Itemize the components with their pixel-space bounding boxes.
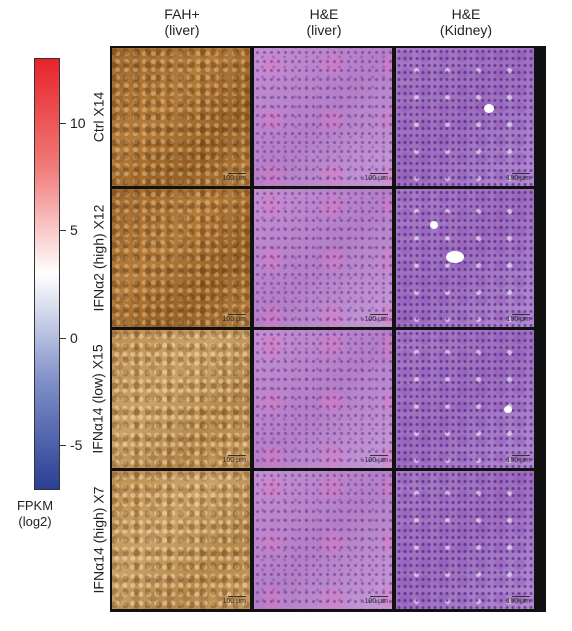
scale-bar: 100 μm bbox=[364, 316, 389, 323]
colorbar-title: FPKM (log2) bbox=[10, 498, 60, 530]
colorbar-tick-mark bbox=[60, 337, 66, 339]
scale-bar: 100 μm bbox=[506, 457, 531, 464]
scale-bar: 100 μm bbox=[364, 457, 389, 464]
col-header-line2: (Kidney) bbox=[439, 22, 493, 38]
colorbar-title-line1: FPKM bbox=[16, 498, 54, 513]
micrograph-fah-liver-ifna14-high: 100 μm bbox=[112, 471, 250, 609]
col-header-line1: H&E bbox=[309, 6, 339, 22]
vessel-lumen bbox=[446, 251, 464, 263]
colorbar-tick-label: 0 bbox=[70, 329, 78, 346]
scale-bar: 100 μm bbox=[222, 175, 247, 182]
scale-bar: 100 μm bbox=[506, 316, 531, 323]
micrograph-he-liver-ifna14-low: 100 μm bbox=[254, 330, 392, 468]
row-label-ifna14-low: IFNα14 (low) X15 bbox=[88, 329, 108, 469]
micrograph-grid: 100 μm 100 μm 100 μm 100 μm 100 μm 100 μ… bbox=[110, 46, 546, 612]
vessel-lumen bbox=[484, 104, 494, 113]
colorbar-tick-mark bbox=[60, 122, 66, 124]
micrograph-he-kidney-ifna14-high: 100 μm bbox=[396, 471, 534, 609]
micrograph-he-liver-ifna14-high: 100 μm bbox=[254, 471, 392, 609]
colorbar-tick-mark bbox=[60, 230, 66, 231]
micrograph-fah-liver-ifna14-low: 100 μm bbox=[112, 330, 250, 468]
col-header-line1: H&E bbox=[451, 6, 481, 22]
colorbar-tick-label: 5 bbox=[70, 222, 78, 238]
row-label-ifna2-high: IFNα2 (high) X12 bbox=[88, 188, 108, 328]
row-label-ctrl: Ctrl X14 bbox=[88, 47, 108, 187]
colorbar-title-line2: (log2) bbox=[18, 514, 52, 529]
scale-bar: 100 μm bbox=[222, 598, 247, 605]
col-header-he-kidney: H&E (Kidney) bbox=[396, 6, 536, 38]
scale-bar: 100 μm bbox=[364, 598, 389, 605]
scale-bar: 100 μm bbox=[364, 175, 389, 182]
vessel-lumen bbox=[430, 221, 438, 229]
scale-bar: 100 μm bbox=[222, 457, 247, 464]
row-label-ifna14-high: IFNα14 (high) X7 bbox=[88, 470, 108, 610]
row-label-text: IFNα2 (high) X12 bbox=[90, 204, 107, 312]
colorbar-tick-label: -5 bbox=[70, 437, 83, 453]
scale-bar: 100 μm bbox=[222, 316, 247, 323]
row-label-text: IFNα14 (high) X7 bbox=[90, 486, 107, 594]
col-header-fah-liver: FAH+ (liver) bbox=[112, 6, 252, 38]
row-label-text: Ctrl X14 bbox=[90, 91, 107, 143]
vessel-lumen bbox=[504, 406, 512, 413]
row-label-text: IFNα14 (low) X15 bbox=[90, 344, 106, 454]
scale-bar: 100 μm bbox=[506, 598, 531, 605]
micrograph-he-liver-ifna2-high: 100 μm bbox=[254, 189, 392, 327]
colorbar-tick-mark bbox=[60, 445, 66, 446]
micrograph-he-kidney-ctrl: 100 μm bbox=[396, 48, 534, 186]
micrograph-fah-liver-ifna2-high: 100 μm bbox=[112, 189, 250, 327]
micrograph-fah-liver-ctrl: 100 μm bbox=[112, 48, 250, 186]
col-header-line2: (liver) bbox=[306, 22, 342, 38]
col-header-he-liver: H&E (liver) bbox=[254, 6, 394, 38]
col-header-line1: FAH+ bbox=[164, 6, 200, 22]
colorbar-gradient bbox=[34, 58, 60, 490]
micrograph-he-liver-ctrl: 100 μm bbox=[254, 48, 392, 186]
colorbar-tick-label: 10 bbox=[70, 114, 86, 131]
scale-bar: 100 μm bbox=[506, 175, 531, 182]
micrograph-he-kidney-ifna2-high: 100 μm bbox=[396, 189, 534, 327]
micrograph-he-kidney-ifna14-low: 100 μm bbox=[396, 330, 534, 468]
col-header-line2: (liver) bbox=[164, 22, 200, 38]
